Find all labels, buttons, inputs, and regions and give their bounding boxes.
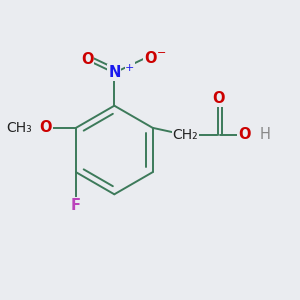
Text: F: F <box>71 197 81 212</box>
Text: H: H <box>260 128 271 142</box>
Text: CH₃: CH₃ <box>6 121 32 135</box>
Text: O: O <box>238 128 250 142</box>
Text: O: O <box>212 92 225 106</box>
Text: +: + <box>125 63 135 73</box>
Text: O: O <box>144 51 157 66</box>
Text: CH₂: CH₂ <box>173 128 198 142</box>
Text: O: O <box>39 120 52 135</box>
Text: N: N <box>108 65 121 80</box>
Text: −: − <box>157 48 167 58</box>
Text: O: O <box>81 52 93 68</box>
